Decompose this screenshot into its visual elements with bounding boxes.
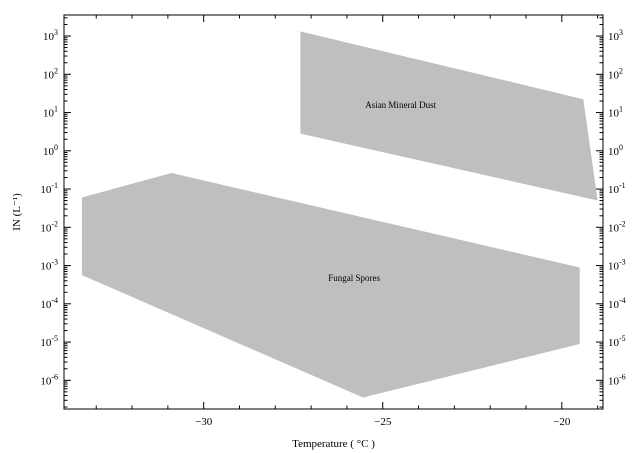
y-tick-label-left: 10-3: [40, 258, 58, 273]
y-tick-label-right: 10-4: [608, 296, 626, 311]
y-tick-label-right: 10-2: [608, 219, 626, 234]
y-tick-label-right: 102: [608, 66, 623, 81]
y-tick-label-left: 10-5: [40, 334, 58, 349]
region-label-asian-mineral-dust: Asian Mineral Dust: [365, 100, 436, 110]
y-tick-label-right: 10-1: [608, 181, 626, 196]
plot-frame: [63, 14, 604, 410]
x-tick-label: −30: [195, 416, 213, 428]
y-tick-label-left: 10-2: [40, 219, 58, 234]
x-tick-label: −20: [553, 416, 571, 428]
axis-tick-labels: −30 −25 −20 10-6 10-6 10-5 10-5 10-4 10-4 10-3 10-…: [40, 28, 625, 428]
y-tick-label-right: 101: [608, 105, 623, 120]
y-tick-label-left: 10-1: [40, 181, 58, 196]
y-tick-label-left: 100: [43, 143, 58, 158]
y-tick-label-right: 10-3: [608, 258, 626, 273]
region-label-fungal-spores: Fungal Spores: [328, 273, 380, 283]
y-tick-label-right: 103: [608, 28, 623, 43]
y-tick-label-left: 103: [43, 28, 58, 43]
y-tick-label-left: 101: [43, 105, 58, 120]
x-tick-label: −25: [374, 416, 392, 428]
axis-ticks: [64, 15, 603, 409]
region-asian-mineral-dust: [300, 31, 598, 201]
y-tick-label-left: 10-6: [40, 372, 58, 387]
chart-regions: [81, 31, 598, 398]
y-tick-label-left: 10-4: [40, 296, 58, 311]
y-tick-label-right: 10-5: [608, 334, 626, 349]
region-labels: Asian Mineral Dust Fungal Spores: [328, 100, 436, 283]
region-fungal-spores: [81, 173, 580, 398]
y-tick-label-right: 100: [608, 143, 623, 158]
y-tick-label-left: 102: [43, 66, 58, 81]
y-axis-label: IN (L⁻¹): [11, 193, 23, 231]
x-axis-label: Temperature ( °C ): [292, 438, 375, 450]
y-tick-label-right: 10-6: [608, 372, 626, 387]
